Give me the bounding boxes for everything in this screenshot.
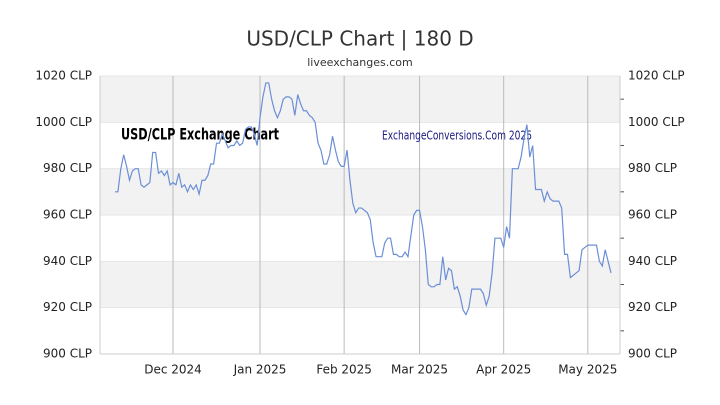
y2-tick-label: 900 CLP — [628, 347, 677, 361]
y2-tick-label: 960 CLP — [628, 208, 677, 222]
line — [115, 82, 612, 316]
x-tick-label: Dec 2024 — [144, 363, 202, 377]
y2-tick-label: 1000 CLP — [628, 115, 685, 129]
grid-band — [100, 76, 620, 123]
chart-subtitle: liveexchanges.com — [307, 56, 412, 69]
y2-tick-label: 940 CLP — [628, 254, 677, 268]
x-tick-label: May 2025 — [558, 363, 617, 377]
y-tick-label: 920 CLP — [43, 300, 92, 314]
x-tick-label: Feb 2025 — [316, 363, 372, 377]
y2-tick-label: 980 CLP — [628, 161, 677, 175]
y-tick-label: 960 CLP — [43, 208, 92, 222]
x-tick-label: Jan 2025 — [233, 363, 287, 377]
y-tick-label: 900 CLP — [43, 347, 92, 361]
y-tick-label: 980 CLP — [43, 161, 92, 175]
y-tick-label: 940 CLP — [43, 254, 92, 268]
chart-title: USD/CLP Chart | 180 D — [246, 27, 473, 51]
grid-band — [100, 261, 620, 308]
y-tick-label: 1000 CLP — [35, 115, 92, 129]
x-tick-label: Apr 2025 — [476, 363, 531, 377]
y2-tick-label: 1020 CLP — [628, 69, 685, 83]
y-tick-label: 1020 CLP — [35, 69, 92, 83]
annotation: ExchangeConversions.Com 2025 — [382, 129, 532, 143]
x-tick-label: Mar 2025 — [391, 363, 448, 377]
annotation: USD/CLP Exchange Chart — [121, 125, 279, 144]
grid-band — [100, 168, 620, 215]
y2-tick-label: 920 CLP — [628, 300, 677, 314]
